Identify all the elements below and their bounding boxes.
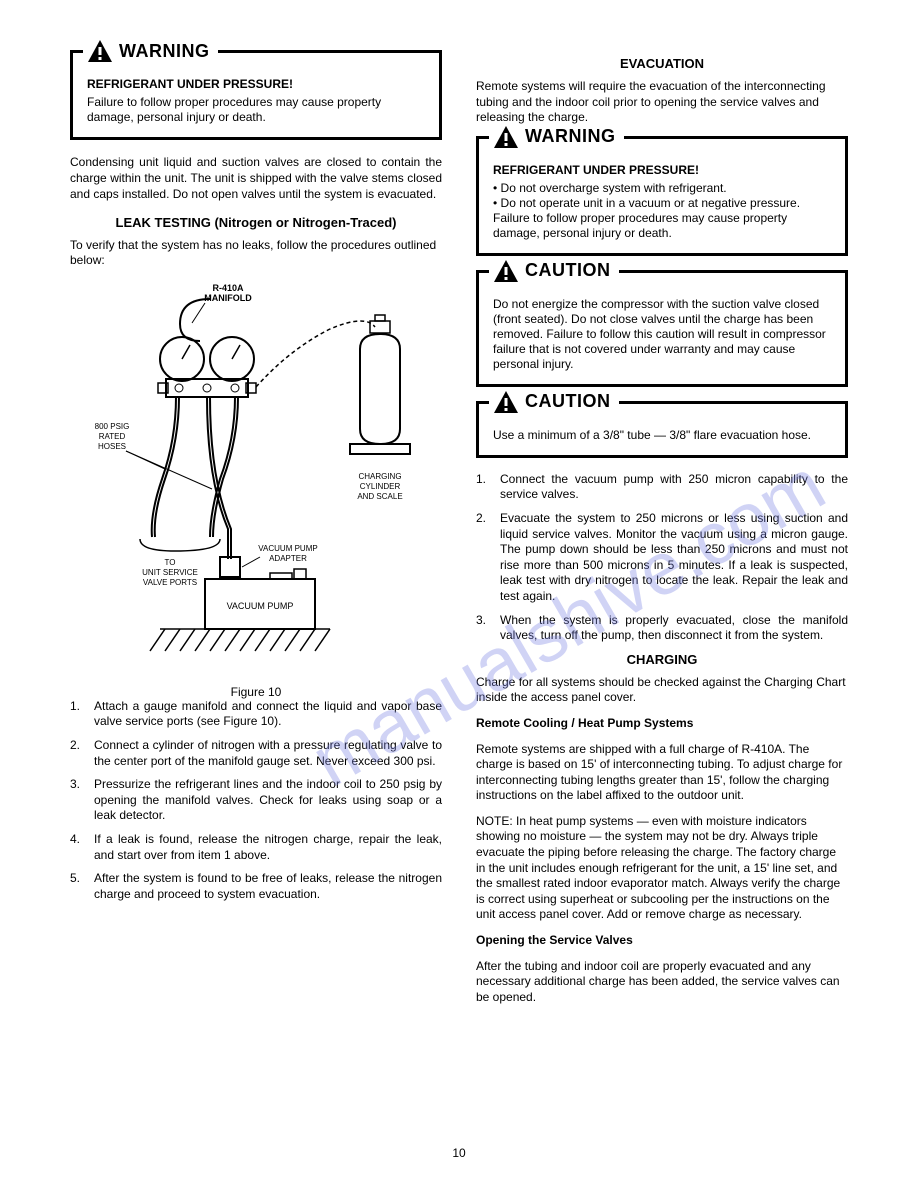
svg-text:800 PSIG: 800 PSIG (95, 422, 130, 431)
list-item-4: 4.If a leak is found, release the nitrog… (70, 832, 442, 863)
right-item-3: 3.When the system is properly evacuated,… (476, 613, 848, 644)
para-remote: Remote systems will require the evacuati… (476, 79, 848, 126)
section-title-evac: EVACUATION (476, 56, 848, 71)
warning-box-2: WARNING REFRIGERANT UNDER PRESSURE! • Do… (476, 136, 848, 256)
caution-label: CAUTION (525, 260, 611, 281)
svg-text:AND SCALE: AND SCALE (357, 492, 402, 501)
list-item-3: 3.Pressurize the refrigerant lines and t… (70, 777, 442, 824)
left-column: WARNING REFRIGERANT UNDER PRESSURE! Fail… (70, 50, 442, 1015)
note-heatpump: NOTE: In heat pump systems — even with m… (476, 814, 848, 923)
caution-label: CAUTION (525, 391, 611, 412)
svg-text:VACUUM PUMP: VACUUM PUMP (258, 544, 317, 553)
svg-text:VALVE PORTS: VALVE PORTS (143, 578, 197, 587)
right-item-1: 1.Connect the vacuum pump with 250 micro… (476, 472, 848, 503)
para-verify: To verify that the system has no leaks, … (70, 238, 442, 269)
svg-text:TO: TO (165, 558, 176, 567)
list-item-5: 5.After the system is found to be free o… (70, 871, 442, 902)
figure-caption: Figure 10 (70, 685, 442, 699)
para-charge-check: Charge for all systems should be checked… (476, 675, 848, 706)
svg-text:HOSES: HOSES (98, 442, 126, 451)
subheading-remote: Remote Cooling / Heat Pump Systems (476, 716, 848, 732)
caution-box-2: CAUTION Use a minimum of a 3/8" tube — 3… (476, 401, 848, 458)
warning-icon (493, 259, 519, 283)
caution-body: Do not energize the compressor with the … (493, 297, 831, 372)
label-pump: VACUUM PUMP (227, 601, 294, 611)
svg-text:R-410A: R-410A (212, 283, 244, 293)
section-title-charging: CHARGING (476, 652, 848, 667)
warning-icon (87, 39, 113, 63)
warning-label: WARNING (525, 126, 616, 147)
right-item-2: 2.Evacuate the system to 250 microns or … (476, 511, 848, 605)
para-open-valves: After the tubing and indoor coil are pro… (476, 959, 848, 1006)
warning-body: Failure to follow proper procedures may … (87, 95, 425, 125)
figure-svg: VACUUM PUMP (70, 279, 430, 679)
warning-sub: REFRIGERANT UNDER PRESSURE! (493, 163, 831, 177)
svg-text:CYLINDER: CYLINDER (360, 482, 401, 491)
warning-box-1: WARNING REFRIGERANT UNDER PRESSURE! Fail… (70, 50, 442, 140)
section-title-leak: LEAK TESTING (Nitrogen or Nitrogen-Trace… (70, 215, 442, 230)
para-remote-charge: Remote systems are shipped with a full c… (476, 742, 848, 804)
caution-box-1: CAUTION Do not energize the compressor w… (476, 270, 848, 387)
warning-icon (493, 390, 519, 414)
subheading-valves: Opening the Service Valves (476, 933, 848, 949)
list-item-1: 1.Attach a gauge manifold and connect th… (70, 699, 442, 730)
right-column: EVACUATION Remote systems will require t… (476, 50, 848, 1015)
svg-text:ADAPTER: ADAPTER (269, 554, 307, 563)
svg-text:MANIFOLD: MANIFOLD (204, 293, 252, 303)
svg-text:RATED: RATED (99, 432, 126, 441)
warning-sub: REFRIGERANT UNDER PRESSURE! (87, 77, 425, 91)
warning-label: WARNING (119, 41, 210, 62)
svg-text:CHARGING: CHARGING (358, 472, 401, 481)
warning-body: • Do not overcharge system with refriger… (493, 181, 831, 241)
list-item-2: 2.Connect a cylinder of nitrogen with a … (70, 738, 442, 769)
figure-10: VACUUM PUMP (70, 279, 442, 679)
para-valves-closed: Condensing unit liquid and suction valve… (70, 154, 442, 203)
svg-text:UNIT SERVICE: UNIT SERVICE (142, 568, 198, 577)
caution-body: Use a minimum of a 3/8" tube — 3/8" flar… (493, 428, 831, 443)
warning-icon (493, 125, 519, 149)
page-number: 10 (0, 1146, 918, 1160)
